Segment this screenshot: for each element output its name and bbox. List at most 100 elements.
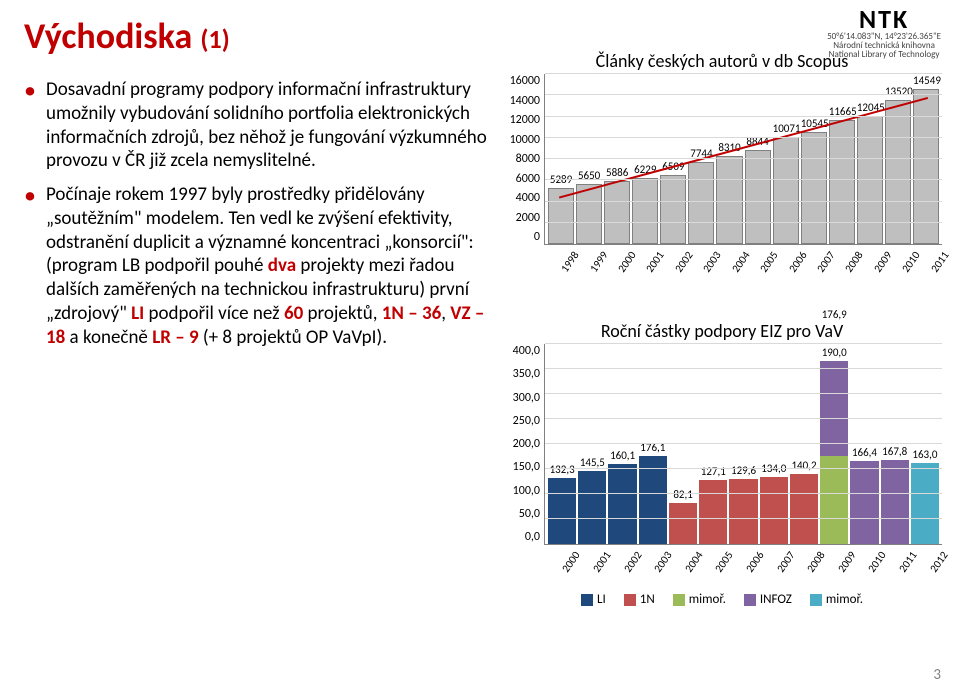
text-run: dva — [268, 254, 296, 277]
bar-value-label: 163,0 — [911, 448, 939, 461]
ytick-label: 400,0 — [502, 344, 540, 358]
xtick-label: 2010 — [897, 249, 923, 278]
chart2-title: Roční částky podpory EIZ pro VaV — [502, 320, 942, 342]
bar-value-label: 6509 — [660, 160, 686, 173]
xtick-label: 2006 — [784, 249, 810, 278]
bar — [801, 132, 827, 244]
chart1-plot: 5289565058866229650977448310884410071105… — [544, 74, 942, 245]
stacked-bar — [548, 478, 576, 544]
bar-segment-LI — [548, 478, 576, 544]
stacked-bar — [639, 456, 667, 544]
chart2-xaxis: 2000200120022003200420052006200720082009… — [544, 545, 942, 558]
bar-value-label: 82,1 — [669, 488, 697, 501]
legend-swatch — [673, 594, 685, 606]
bullet-item: Dosavadní programy podpory informační in… — [18, 78, 488, 173]
xtick-label: 2003 — [649, 549, 675, 578]
legend-label: LI — [597, 592, 606, 607]
xtick-label: 2007 — [772, 549, 798, 578]
legend-swatch — [810, 594, 822, 606]
xtick-label: 1998 — [556, 249, 582, 278]
xtick-label: 2008 — [802, 549, 828, 578]
xtick-label: 2004 — [680, 549, 706, 578]
bar-slot: 8310 — [716, 74, 742, 244]
ytick-label: 16000 — [502, 74, 540, 88]
bar-segment-LI — [578, 471, 606, 544]
stacked-bar — [790, 474, 818, 544]
gridline — [545, 116, 942, 117]
stacked-bar — [729, 479, 757, 544]
gridline — [545, 137, 942, 138]
ytick-label: 2000 — [502, 211, 540, 225]
text-run: 1N – 36 — [382, 302, 441, 325]
xtick-label: 2000 — [613, 249, 639, 278]
stacked-bar — [911, 463, 939, 545]
bar-segment-1N — [729, 479, 757, 544]
xtick-label: 2003 — [698, 249, 724, 278]
bar-slot: 132,3 — [548, 344, 576, 544]
xtick-label: 2000 — [557, 549, 583, 578]
bar-slot: 12045 — [857, 74, 883, 244]
xtick-label: 2012 — [925, 549, 951, 578]
ytick-label: 0 — [502, 230, 540, 244]
bar-slot: 6509 — [660, 74, 686, 244]
xtick-label: 2002 — [619, 549, 645, 578]
text-run: podpořil více než — [144, 302, 284, 325]
logo-text: NTK — [827, 6, 941, 32]
xtick-label: 2011 — [894, 549, 920, 578]
xtick-label: 2001 — [588, 549, 614, 578]
page-number: 3 — [933, 666, 941, 684]
chart2-yaxis: 400,0350,0300,0250,0200,0150,0100,050,00… — [502, 344, 544, 544]
gridline — [545, 94, 942, 95]
stacked-bar — [850, 461, 878, 544]
ytick-label: 14000 — [502, 94, 540, 108]
stacked-bar — [699, 480, 727, 544]
bar-segment-LI — [639, 456, 667, 544]
text-run: projektů, — [303, 302, 382, 325]
legend-label: INFOZ — [760, 592, 792, 607]
gridline — [545, 393, 942, 394]
ytick-label: 300,0 — [502, 391, 540, 405]
bar-value-label: 8310 — [716, 141, 742, 154]
ytick-label: 12000 — [502, 113, 540, 127]
gridline — [545, 468, 942, 469]
bar-slot: 5886 — [604, 74, 630, 244]
gridline — [545, 368, 942, 369]
gridline — [545, 158, 942, 159]
chart1-xaxis: 1998199920002001200220032004200520062007… — [544, 245, 942, 258]
xtick-label: 2005 — [755, 249, 781, 278]
text-run: Dosavadní programy podpory informační in… — [46, 78, 487, 172]
bar-slot: 163,0 — [911, 344, 939, 544]
bar — [773, 137, 799, 244]
ytick-label: 8000 — [502, 152, 540, 166]
bar-slot: 190,0176,9 — [820, 344, 848, 544]
text-run: LI — [131, 302, 144, 325]
xtick-label: 2002 — [670, 249, 696, 278]
legend-item: mimoř. — [673, 592, 726, 607]
bar-slot: 6229 — [632, 74, 658, 244]
bar — [604, 181, 630, 244]
stacked-bar — [760, 477, 788, 544]
gridline — [545, 493, 942, 494]
legend-item: mimoř. — [810, 592, 863, 607]
bar-segment-1N — [699, 480, 727, 544]
text-run: (+ 8 projektů OP VaVpI). — [199, 326, 387, 349]
bar-slot: 176,1 — [639, 344, 667, 544]
ytick-label: 50,0 — [502, 507, 540, 521]
text-run: LR – 9 — [152, 326, 198, 349]
legend-label: mimoř. — [826, 592, 863, 607]
xtick-label: 2010 — [863, 549, 889, 578]
bar-slot: 11665 — [829, 74, 855, 244]
chart1-yaxis: 1600014000120001000080006000400020000 — [502, 74, 544, 244]
gridline — [545, 443, 942, 444]
bar-value-label: 5886 — [604, 166, 630, 179]
bullet-item: Počínaje rokem 1997 byly prostředky přid… — [18, 183, 488, 349]
legend-label: mimoř. — [689, 592, 726, 607]
bar-segment-1N — [790, 474, 818, 544]
text-run: a konečně — [65, 326, 152, 349]
chart2-legend: LI 1N mimoř. INFOZ mimoř. — [502, 592, 942, 607]
bar-value-label: 10545 — [801, 117, 827, 130]
xtick-label: 2005 — [710, 549, 736, 578]
bar-value-label: 176,9 — [820, 308, 848, 321]
bar-segment-INFOZ — [850, 461, 878, 544]
legend-item: 1N — [624, 592, 655, 607]
